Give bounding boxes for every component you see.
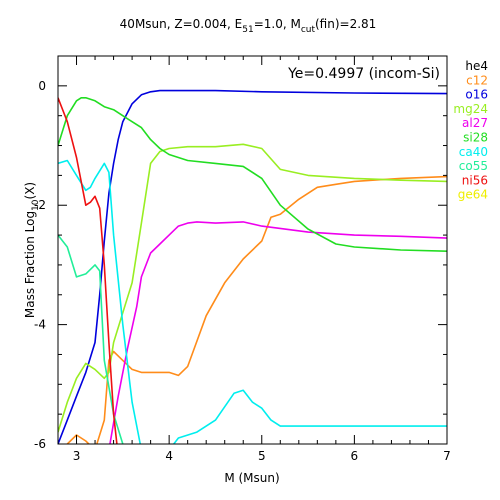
chart-title-main: 40Msun, Z=0.004, E <box>120 17 243 31</box>
legend-entry-ca40: ca40 <box>459 145 488 159</box>
x-axis-title: M (Msun) <box>224 471 279 485</box>
y-tick-label: -6 <box>34 437 46 451</box>
y-tick-label: -2 <box>34 198 46 212</box>
series-line-ni56 <box>58 97 118 444</box>
ticks-layer: 3 4 5 6 7 0 -2 -4 -6 <box>34 55 451 463</box>
series-line-al27 <box>109 221 447 444</box>
legend-entry-ge64: ge64 <box>458 188 488 202</box>
legend-entry-he4: he4 <box>465 59 488 73</box>
y-axis-title: Mass Fraction Log10(X) <box>23 182 41 318</box>
legend-entry-ni56: ni56 <box>462 173 488 187</box>
y-axis-title-subscript: 10 <box>31 199 41 211</box>
x-tick-label: 4 <box>165 449 173 463</box>
legend-entry-co55: co55 <box>459 159 488 173</box>
series-line-co55 <box>58 234 124 444</box>
legend-entry-si28: si28 <box>463 131 488 145</box>
chart-title-e-subscript: 51 <box>242 25 253 35</box>
y-tick-label: 0 <box>38 79 46 93</box>
series-line-mg24 <box>58 143 447 433</box>
x-tick-label: 5 <box>258 449 266 463</box>
x-tick-label: 7 <box>443 449 451 463</box>
legend-entry-al27: al27 <box>462 116 488 130</box>
x-tick-label: 6 <box>351 449 359 463</box>
chart-title-end: (fin)=2.81 <box>315 17 376 31</box>
y-axis-title-main: Mass Fraction Log <box>23 211 37 318</box>
y-tick-label: -4 <box>34 318 46 332</box>
ye-annotation: Ye=0.4997 (incom-Si) <box>287 66 440 82</box>
series-layer <box>58 89 447 444</box>
series-line-c12 <box>65 175 447 444</box>
chart-title: 40Msun, Z=0.004, E51=1.0, Mcut(fin)=2.81 <box>120 17 377 35</box>
x-tick-label: 3 <box>73 449 81 463</box>
series-line-o16 <box>58 89 447 444</box>
series-line-si28 <box>58 97 447 252</box>
chart-title-mid: =1.0, M <box>254 17 301 31</box>
series-line-ca40 <box>58 159 447 444</box>
plot-frame <box>57 55 448 445</box>
chart-title-m-subscript: cut <box>301 25 316 35</box>
legend-entry-mg24: mg24 <box>453 102 488 116</box>
legend-entry-o16: o16 <box>465 88 488 102</box>
y-axis-title-end: (X) <box>23 182 37 200</box>
legend-entry-c12: c12 <box>466 73 488 87</box>
